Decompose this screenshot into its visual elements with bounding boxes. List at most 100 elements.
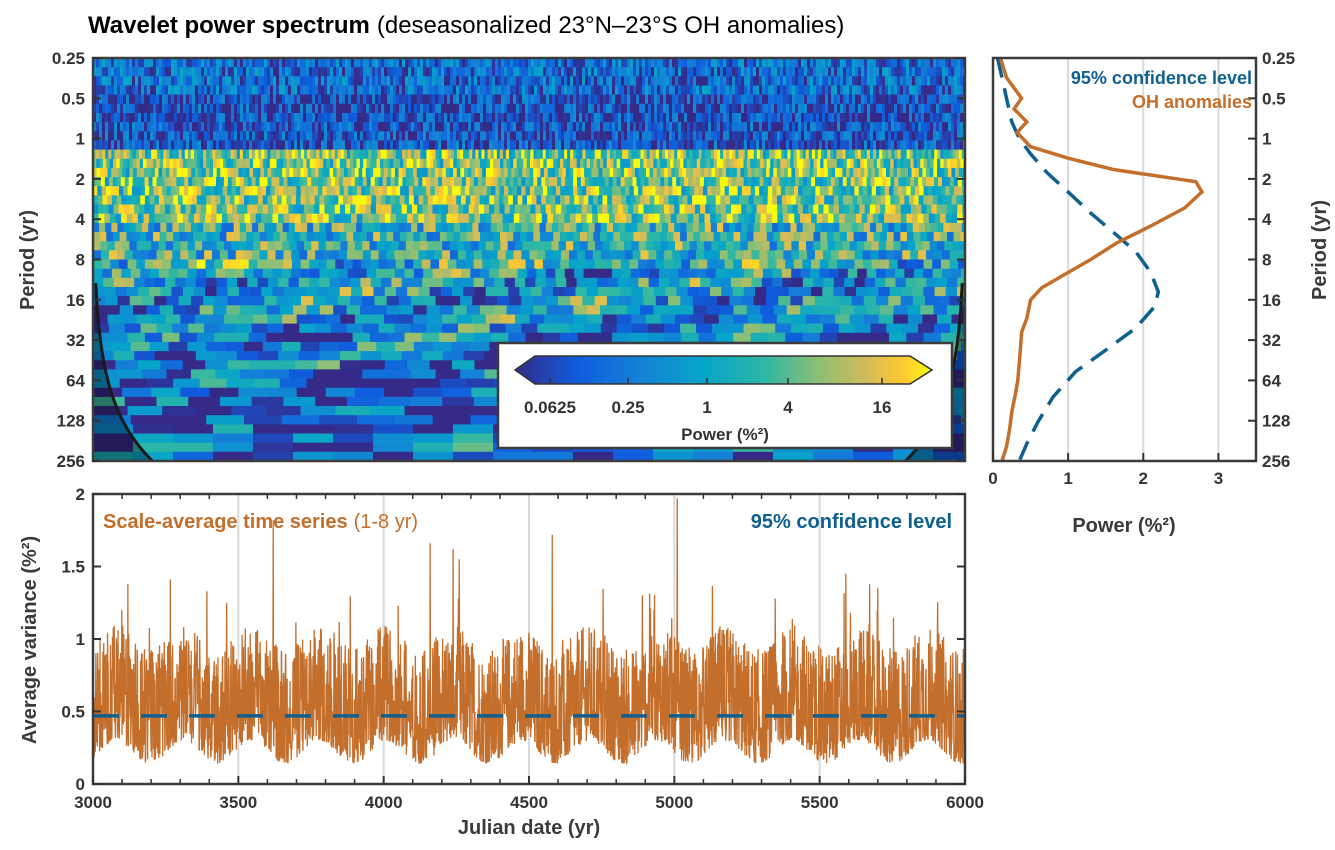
- heatmap-cell: [423, 94, 427, 105]
- heatmap-cell: [912, 113, 916, 123]
- heatmap-cell: [399, 103, 403, 114]
- heatmap-cell: [159, 131, 163, 142]
- heatmap-cell: [328, 149, 333, 160]
- heatmap-cell: [427, 195, 434, 206]
- heatmap-cell: [330, 103, 334, 114]
- heatmap-cell: [259, 232, 268, 242]
- heatmap-cell: [489, 94, 493, 105]
- heatmap-cell: [958, 149, 963, 160]
- heatmap-cell: [951, 195, 957, 206]
- heatmap-cell: [513, 177, 519, 187]
- heatmap-cell: [633, 76, 637, 87]
- heatmap-cell: [729, 222, 736, 233]
- heatmap-cell: [682, 167, 687, 178]
- heatmap-cell: [138, 85, 142, 96]
- heatmap-cell: [460, 167, 465, 178]
- heatmap-cell: [739, 195, 745, 206]
- heatmap-cell: [306, 67, 310, 77]
- heatmap-cell: [378, 122, 382, 132]
- heatmap-cell: [288, 103, 292, 114]
- heatmap-cell: [255, 103, 259, 114]
- heatmap-cell: [891, 103, 895, 114]
- heatmap-cell: [939, 94, 943, 105]
- heatmap-cell: [759, 222, 767, 233]
- heatmap-cell: [354, 167, 360, 178]
- heatmap-cell: [674, 149, 678, 160]
- heatmap-cell: [746, 204, 753, 215]
- heatmap-cell: [846, 122, 850, 132]
- heatmap-cell: [904, 195, 910, 206]
- heatmap-cell: [126, 76, 130, 87]
- heatmap-cell: [495, 76, 499, 87]
- heatmap-cell: [854, 149, 859, 160]
- heatmap-cell: [621, 122, 625, 132]
- heatmap-cell: [876, 186, 881, 196]
- heatmap-cell: [658, 149, 663, 160]
- heatmap-cell: [948, 58, 952, 68]
- heatmap-cell: [216, 158, 221, 169]
- heatmap-cell: [747, 76, 751, 87]
- heatmap-cell: [649, 149, 654, 160]
- heatmap-cell: [570, 67, 574, 77]
- heatmap-cell: [334, 149, 339, 160]
- heatmap-cell: [693, 85, 697, 96]
- heatmap-cell: [711, 85, 715, 96]
- heatmap-cell: [786, 67, 790, 77]
- heatmap-cell: [100, 177, 106, 187]
- heatmap-cell: [690, 140, 694, 151]
- heatmap-cell: [394, 177, 400, 187]
- heatmap-cell: [350, 204, 356, 215]
- heatmap-cell: [357, 103, 361, 114]
- heatmap-cell: [777, 213, 784, 224]
- heatmap-cell: [354, 131, 358, 142]
- heatmap-cell: [582, 131, 586, 142]
- heatmap-cell: [861, 140, 865, 151]
- heatmap-cell: [945, 58, 949, 68]
- heatmap-cell: [537, 131, 541, 142]
- heatmap-cell: [623, 158, 628, 169]
- heatmap-cell: [513, 67, 517, 77]
- heatmap-cell: [158, 241, 167, 251]
- heatmap-cell: [264, 58, 268, 68]
- heatmap-cell: [720, 113, 724, 123]
- heatmap-cell: [213, 140, 217, 151]
- heatmap-cell: [204, 140, 208, 151]
- heatmap-cell: [864, 140, 868, 151]
- heatmap-cell: [729, 76, 733, 87]
- heatmap-cell: [273, 158, 277, 169]
- heatmap-cell: [703, 186, 708, 196]
- heatmap-cell: [657, 85, 661, 96]
- heatmap-cell: [450, 177, 455, 187]
- heatmap-cell: [573, 149, 577, 160]
- heatmap-cell: [274, 241, 283, 251]
- heatmap-cell: [363, 122, 367, 132]
- heatmap-cell: [858, 103, 862, 114]
- heatmap-cell: [411, 222, 418, 233]
- heatmap-cell: [106, 232, 114, 242]
- heatmap-cell: [354, 58, 358, 68]
- heatmap-cell: [405, 58, 409, 68]
- heatmap-cell: [690, 94, 694, 105]
- heatmap-cell: [203, 222, 210, 233]
- heatmap-cell: [222, 122, 226, 132]
- heatmap-cell: [570, 85, 574, 96]
- heatmap-cell: [516, 122, 520, 132]
- heatmap-cell: [879, 113, 883, 123]
- heatmap-cell: [738, 131, 742, 142]
- heatmap-cell: [525, 85, 529, 96]
- heatmap-cell: [156, 177, 162, 187]
- heatmap-cell: [406, 177, 411, 187]
- heatmap-cell: [702, 131, 706, 142]
- heatmap-cell: [858, 94, 862, 105]
- heatmap-cell: [819, 122, 823, 132]
- heatmap-cell: [286, 195, 292, 206]
- heatmap-cell: [811, 213, 818, 224]
- heatmap-cell: [160, 149, 164, 160]
- heatmap-cell: [819, 177, 824, 187]
- heatmap-cell: [603, 131, 607, 142]
- heatmap-cell: [594, 67, 598, 77]
- heatmap-cell: [813, 232, 821, 242]
- heatmap-cell: [233, 222, 241, 233]
- heatmap-cell: [738, 213, 745, 224]
- heatmap-cell: [398, 149, 403, 160]
